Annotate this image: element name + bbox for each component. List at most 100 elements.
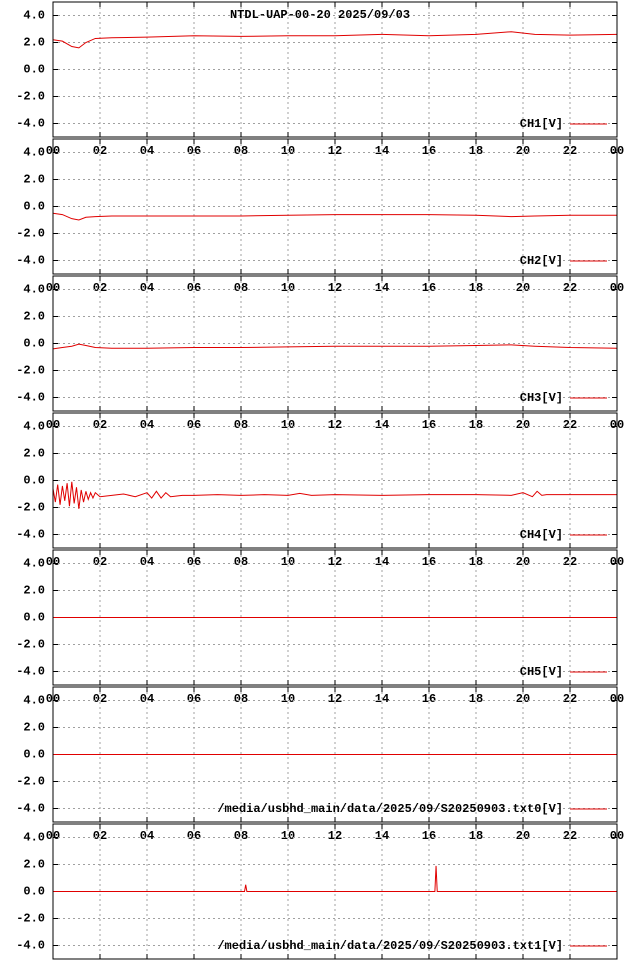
y-tick-label: 2.0 <box>23 173 45 187</box>
x-tick-label: 12 <box>328 418 342 432</box>
y-tick-label: 2.0 <box>23 36 45 50</box>
legend-label: CH3[V] <box>520 391 563 405</box>
y-tick-label: -4.0 <box>16 391 45 405</box>
x-tick-label: 04 <box>140 555 154 569</box>
x-tick-label: 06 <box>187 418 201 432</box>
x-tick-label: 08 <box>234 829 248 843</box>
x-tick-label: 16 <box>422 829 436 843</box>
x-tick-label: 06 <box>187 144 201 158</box>
plot-frame <box>52 275 618 412</box>
x-tick-label: 10 <box>281 144 295 158</box>
x-tick-label: 12 <box>328 692 342 706</box>
x-tick-label: 16 <box>422 281 436 295</box>
x-tick-label: 22 <box>563 418 577 432</box>
y-tick-label: 0.0 <box>23 885 45 899</box>
x-tick-label: 04 <box>140 692 154 706</box>
data-line <box>52 212 617 221</box>
x-tick-label: 22 <box>563 692 577 706</box>
x-tick-label: 16 <box>422 418 436 432</box>
x-tick-label: 20 <box>516 555 530 569</box>
y-tick-label: -2.0 <box>16 501 45 515</box>
plot-frame <box>52 549 618 686</box>
x-tick-label: 18 <box>469 555 483 569</box>
y-tick-label: -4.0 <box>16 528 45 542</box>
x-tick-label: 14 <box>375 418 389 432</box>
x-tick-label: 04 <box>140 144 154 158</box>
legend-label: /media/usbhd_main/data/2025/09/S20250903… <box>217 939 563 953</box>
x-tick-label: 06 <box>187 555 201 569</box>
x-tick-label: 08 <box>234 418 248 432</box>
x-tick-label: 20 <box>516 692 530 706</box>
x-tick-label: 22 <box>563 144 577 158</box>
x-tick-label: 12 <box>328 281 342 295</box>
x-tick-label: 08 <box>234 692 248 706</box>
x-tick-label: 02 <box>93 418 107 432</box>
y-tick-label: -2.0 <box>16 912 45 926</box>
legend-label: /media/usbhd_main/data/2025/09/S20250903… <box>217 802 563 816</box>
x-tick-label: 02 <box>93 829 107 843</box>
x-tick-label: 16 <box>422 692 436 706</box>
chart-title: NTDL-UAP-00-20 2025/09/03 <box>230 8 410 22</box>
x-tick-label: 14 <box>375 281 389 295</box>
data-line <box>52 31 618 49</box>
x-tick-label: 22 <box>563 555 577 569</box>
x-tick-label: 12 <box>328 829 342 843</box>
y-tick-label: 4.0 <box>23 831 45 845</box>
x-tick-label: 10 <box>281 418 295 432</box>
x-tick-label: 18 <box>469 144 483 158</box>
y-tick-label: 2.0 <box>23 447 45 461</box>
y-tick-label: -4.0 <box>16 665 45 679</box>
x-tick-label: 02 <box>93 281 107 295</box>
x-tick-label: 04 <box>140 418 154 432</box>
y-tick-label: -4.0 <box>16 939 45 953</box>
plot-frame <box>52 823 618 960</box>
y-tick-label: -4.0 <box>16 117 45 131</box>
y-tick-label: 0.0 <box>23 200 45 214</box>
y-tick-label: 2.0 <box>23 584 45 598</box>
y-tick-label: 4.0 <box>23 557 45 571</box>
x-tick-label: 12 <box>328 555 342 569</box>
x-tick-label: 02 <box>93 692 107 706</box>
legend-label: CH1[V] <box>520 117 563 131</box>
x-tick-label: 14 <box>375 555 389 569</box>
x-tick-label: 12 <box>328 144 342 158</box>
x-tick-label: 10 <box>281 692 295 706</box>
y-tick-label: 2.0 <box>23 310 45 324</box>
y-tick-label: 0.0 <box>23 611 45 625</box>
y-tick-label: -4.0 <box>16 802 45 816</box>
x-tick-label: 10 <box>281 829 295 843</box>
y-tick-label: 4.0 <box>23 420 45 434</box>
x-tick-label: 02 <box>93 555 107 569</box>
x-tick-label: 14 <box>375 692 389 706</box>
x-tick-label: 08 <box>234 144 248 158</box>
y-tick-label: -2.0 <box>16 227 45 241</box>
y-tick-label: 2.0 <box>23 858 45 872</box>
x-tick-label: 06 <box>187 829 201 843</box>
plot-frame <box>52 138 618 275</box>
legend-label: CH5[V] <box>520 665 563 679</box>
data-line <box>53 865 617 892</box>
y-tick-label: -4.0 <box>16 254 45 268</box>
legend-label: CH2[V] <box>520 254 563 268</box>
y-tick-label: 0.0 <box>23 474 45 488</box>
y-tick-label: -2.0 <box>16 775 45 789</box>
x-tick-label: 02 <box>93 144 107 158</box>
x-tick-label: 14 <box>375 829 389 843</box>
y-tick-label: 4.0 <box>23 283 45 297</box>
y-tick-label: 4.0 <box>23 146 45 160</box>
x-tick-label: 08 <box>234 555 248 569</box>
x-tick-label: 10 <box>281 281 295 295</box>
x-tick-label: 16 <box>422 555 436 569</box>
x-tick-label: 14 <box>375 144 389 158</box>
x-tick-label: 04 <box>140 281 154 295</box>
x-tick-label: 04 <box>140 829 154 843</box>
x-tick-label: 18 <box>469 692 483 706</box>
x-tick-label: 18 <box>469 418 483 432</box>
x-tick-label: 22 <box>563 829 577 843</box>
x-tick-label: 16 <box>422 144 436 158</box>
legend-label: CH4[V] <box>520 528 563 542</box>
x-tick-label: 20 <box>516 829 530 843</box>
y-tick-label: 2.0 <box>23 721 45 735</box>
data-line <box>52 343 618 350</box>
